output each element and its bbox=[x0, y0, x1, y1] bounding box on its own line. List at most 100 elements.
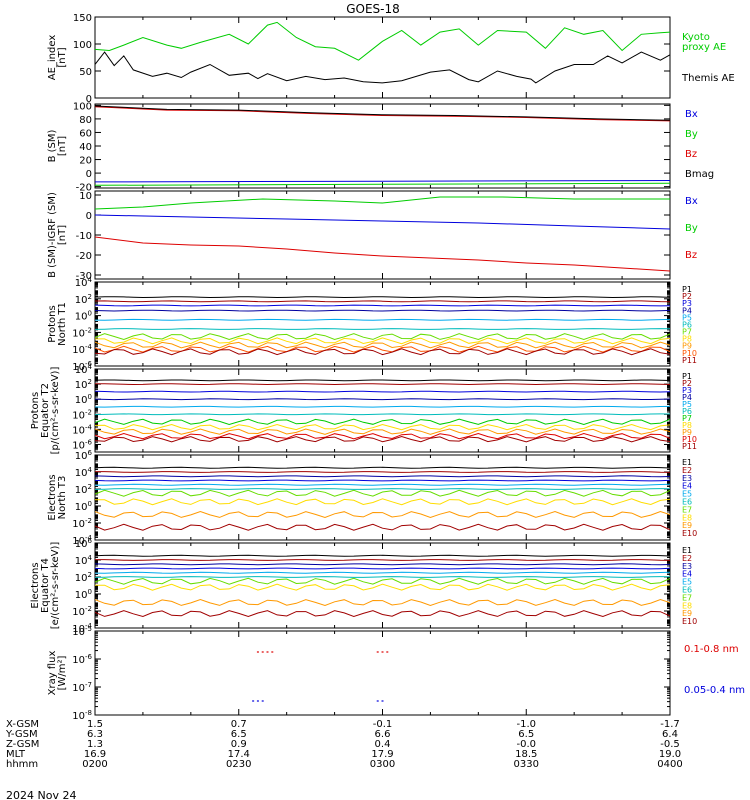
tick-exponent: 4 bbox=[88, 276, 93, 284]
series-p11-line bbox=[95, 348, 670, 356]
tick-base: 10 bbox=[72, 607, 85, 618]
y-tick-label: 104 bbox=[75, 554, 93, 567]
legend-proxy-ae: proxy AE bbox=[682, 42, 726, 53]
y-tick-label: 10-4 bbox=[72, 423, 92, 436]
y-tick-label: 104 bbox=[75, 466, 93, 479]
series-p1-line bbox=[95, 296, 670, 299]
panel-data bbox=[95, 296, 670, 356]
tick-base: 10 bbox=[72, 440, 85, 451]
legend-themis-ae: Themis AE bbox=[681, 73, 735, 84]
tick-base: 10 bbox=[75, 468, 88, 479]
y-tick-label: 10-4 bbox=[72, 534, 92, 547]
series-e10-line bbox=[95, 523, 670, 531]
tick-base: 10 bbox=[72, 345, 85, 356]
series-p6-line bbox=[95, 413, 670, 416]
legend-e1: E1 bbox=[682, 458, 692, 467]
legend-e5: E5 bbox=[682, 490, 692, 499]
y-tick-label: 100 bbox=[73, 101, 92, 112]
y-tick-label: 10-8 bbox=[72, 709, 92, 722]
footer-value: 0330 bbox=[514, 759, 539, 770]
tick-base: 10 bbox=[75, 365, 88, 376]
legend-e3: E3 bbox=[682, 562, 692, 571]
tick-base: 10 bbox=[72, 683, 85, 694]
series-e3-line bbox=[95, 475, 670, 478]
y-tick-label: 40 bbox=[79, 142, 92, 153]
panel-data bbox=[95, 21, 670, 84]
tick-exponent: 4 bbox=[88, 554, 93, 562]
footer-value: -1.7 bbox=[660, 719, 680, 730]
footer-value: 17.4 bbox=[228, 749, 250, 760]
y-tick-label: 10-2 bbox=[72, 517, 92, 530]
footer-value: 6.3 bbox=[87, 729, 103, 740]
tick-exponent: -8 bbox=[85, 709, 92, 717]
legend-p8: P8 bbox=[682, 421, 692, 430]
footer-value: 0.9 bbox=[231, 739, 247, 750]
panel-frame bbox=[94, 630, 671, 716]
y-axis-label: Equator T2 bbox=[40, 383, 51, 438]
series-e1-line bbox=[95, 554, 670, 557]
series-e6-line bbox=[95, 576, 670, 578]
legend-p2: P2 bbox=[682, 292, 692, 301]
legend-p9: P9 bbox=[682, 428, 692, 437]
legend-e9: E9 bbox=[682, 609, 692, 618]
tick-base: 10 bbox=[75, 395, 88, 406]
legend-p4: P4 bbox=[682, 393, 692, 402]
legend-p5: P5 bbox=[682, 400, 692, 409]
tick-exponent: 0 bbox=[88, 393, 92, 401]
plot-title: GOES-18 bbox=[346, 2, 400, 16]
y-tick-label: -30 bbox=[76, 271, 92, 282]
y-tick-label: 102 bbox=[75, 571, 92, 584]
date-label: 2024 Nov 24 bbox=[6, 789, 76, 800]
legend-e4: E4 bbox=[682, 570, 692, 579]
tick-base: 10 bbox=[72, 624, 85, 635]
y-axis-label: [p/(cm²-s-sr-keV)] bbox=[50, 367, 61, 455]
legend-p6: P6 bbox=[682, 407, 692, 416]
y-tick-label: 60 bbox=[79, 128, 92, 139]
legend-p1: P1 bbox=[682, 285, 692, 294]
series-e6-line bbox=[95, 488, 670, 490]
footer-value: -0.0 bbox=[516, 739, 536, 750]
tick-exponent: -6 bbox=[85, 653, 93, 661]
legend-e6: E6 bbox=[682, 586, 692, 595]
tick-exponent: 0 bbox=[88, 310, 92, 318]
tick-base: 10 bbox=[72, 328, 85, 339]
legend-bx: Bx bbox=[685, 109, 698, 120]
series-e2-line bbox=[95, 471, 670, 473]
footer-value: 0400 bbox=[657, 759, 682, 770]
y-axis-label: Protons bbox=[30, 392, 41, 429]
tick-exponent: -4 bbox=[85, 343, 93, 351]
panel-3: -30 -20 -10 0 10 B (SM)-IGRF (SM) [nT] Bx By Bz bbox=[47, 190, 698, 282]
legend-e1: E1 bbox=[682, 546, 692, 555]
legend-p7: P7 bbox=[682, 328, 692, 337]
y-axis-label: Electrons bbox=[30, 562, 41, 608]
footer-value: 0200 bbox=[82, 759, 107, 770]
legend-xray-short: 0.05-0.4 nm bbox=[684, 685, 745, 696]
footer-value: -0.5 bbox=[660, 739, 680, 750]
y-tick-label: 50 bbox=[79, 67, 92, 78]
legend-e7: E7 bbox=[682, 505, 692, 514]
series-p1-line bbox=[95, 379, 670, 382]
tick-base: 10 bbox=[72, 711, 85, 722]
footer-value: 0230 bbox=[226, 759, 251, 770]
panel-data bbox=[95, 105, 670, 186]
footer-value: 19.0 bbox=[659, 749, 681, 760]
tick-exponent: 2 bbox=[88, 483, 92, 491]
series-p11-line bbox=[95, 435, 670, 443]
series-e7-line bbox=[95, 577, 670, 585]
legend-p5: P5 bbox=[682, 313, 692, 322]
series-e10-line bbox=[95, 610, 670, 618]
footer-value: 18.5 bbox=[515, 749, 537, 760]
y-tick-label: 10-2 bbox=[72, 326, 92, 339]
series-e9-line bbox=[95, 510, 670, 519]
tick-base: 10 bbox=[75, 451, 88, 462]
tick-exponent: 4 bbox=[88, 466, 93, 474]
series-p6-line bbox=[95, 328, 670, 330]
footer-value: 6.4 bbox=[662, 729, 678, 740]
tick-exponent: 6 bbox=[88, 537, 93, 545]
tick-base: 10 bbox=[75, 380, 88, 391]
footer-group: X-GSM 1.5 0.7 -0.1 -1.0 -1.7 Y-GSM 6.3 6.5 6.6 6.5… bbox=[5, 719, 683, 770]
y-tick-label: 10-2 bbox=[72, 408, 92, 421]
